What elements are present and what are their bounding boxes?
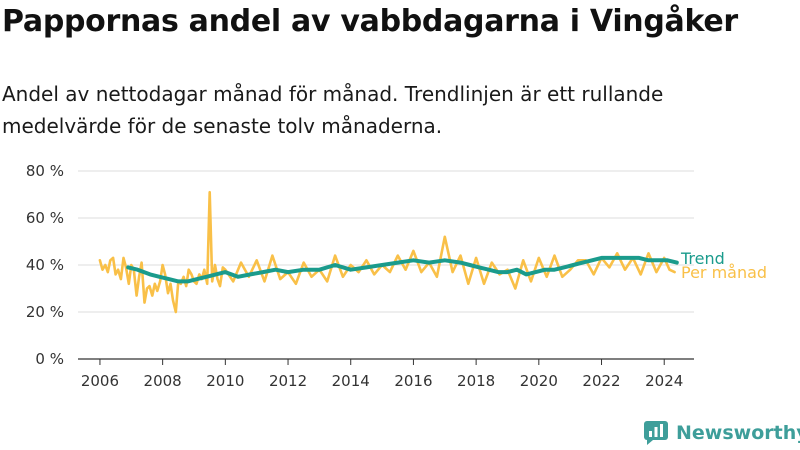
- x-tick-label: 2024: [645, 372, 683, 390]
- x-tick-label: 2018: [457, 372, 495, 390]
- chart-subtitle: Andel av nettodagar månad för månad. Tre…: [2, 82, 664, 138]
- series-label: Trend: [680, 249, 725, 268]
- x-tick-label: 2014: [332, 372, 370, 390]
- x-tick-label: 2006: [81, 372, 119, 390]
- x-tick-label: 2010: [206, 372, 244, 390]
- y-tick-label: 60 %: [26, 209, 64, 227]
- series-line-per-månad: [98, 190, 676, 314]
- newsworthy-logo[interactable]: Newsworthy: [644, 420, 800, 446]
- y-tick-label: 80 %: [26, 162, 64, 180]
- chart-title: Pappornas andel av vabbdagarna i Vingåke…: [2, 4, 738, 39]
- x-tick-label: 2020: [520, 372, 558, 390]
- newsworthy-brand-name: Newsworthy: [676, 422, 800, 444]
- y-tick-label: 20 %: [26, 303, 64, 321]
- y-tick-label: 0 %: [35, 350, 64, 368]
- x-tick-label: 2022: [582, 372, 620, 390]
- x-tick-label: 2012: [269, 372, 307, 390]
- x-tick-label: 2008: [144, 372, 182, 390]
- x-tick-label: 2016: [394, 372, 432, 390]
- newsworthy-logo-icon: [644, 421, 668, 445]
- y-tick-label: 40 %: [26, 256, 64, 274]
- series-label: Per månad: [681, 263, 767, 282]
- series-line-trend: [126, 255, 679, 284]
